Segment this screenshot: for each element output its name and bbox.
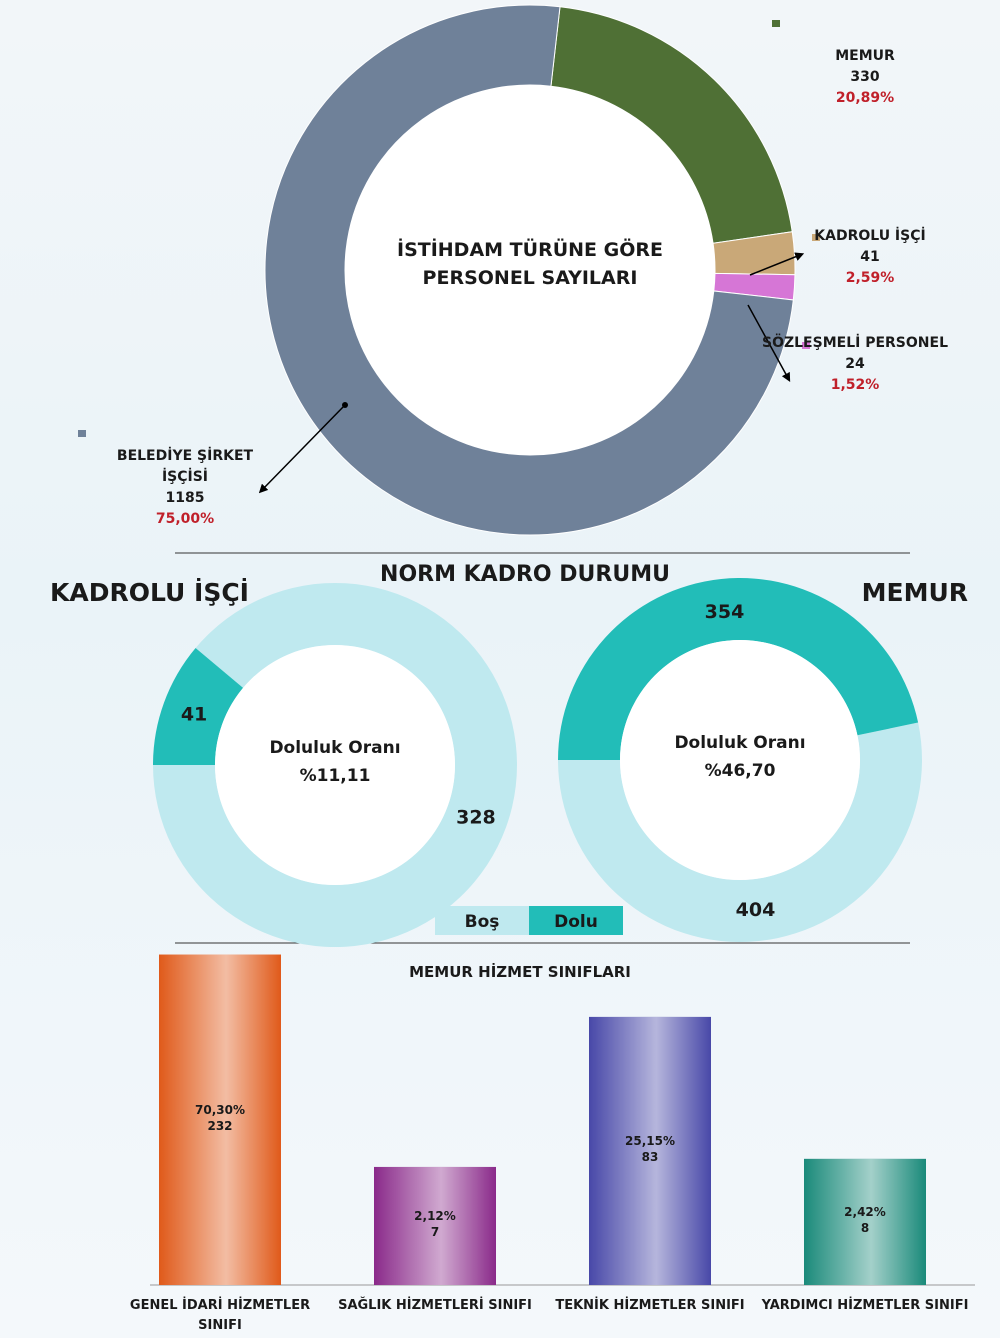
slice-value: 328 [456, 806, 496, 828]
category: BELEDİYE ŞİRKET İŞÇİSİ [116, 448, 254, 485]
percent-label: 2,12% [414, 1209, 456, 1223]
percent: 1,52% [830, 377, 880, 393]
slice-label: SÖZLEŞMELİ PERSONEL 24 1,52% [755, 333, 955, 396]
x-tick-label: YARDIMCI HİZMETLER SINIFI [761, 1298, 969, 1313]
value: 41 [860, 249, 880, 265]
slice-value: 41 [181, 704, 207, 726]
legend-swatch [802, 342, 810, 349]
x-tick-label: TEKNİK HİZMETLER SINIFI [555, 1298, 745, 1313]
percent: 20,89% [835, 90, 895, 106]
legend-swatch [78, 430, 86, 437]
leader-dot [342, 402, 348, 408]
bar-shine [374, 1166, 496, 1285]
center-label: Doluluk Oranı [269, 738, 400, 758]
leader-line [749, 252, 805, 276]
percent: 75,00% [155, 511, 215, 527]
rate-label: %11,11 [300, 766, 371, 786]
donut-slice [558, 577, 919, 760]
value-label: 7 [431, 1225, 439, 1239]
legend-label: Boş [465, 912, 500, 932]
legend-swatch [435, 906, 529, 935]
value-label: 232 [207, 1119, 232, 1133]
x-tick-label: GENEL İDARİ HİZMETLER SINIFI [129, 1298, 311, 1333]
slice-label: MEMUR 330 20,89% [765, 46, 965, 109]
section-title: NORM KADRO DURUMU [380, 562, 670, 587]
percent-label: 25,15% [625, 1134, 675, 1148]
value: 24 [845, 356, 865, 372]
donut-title: İSTİHDAM TÜRÜNE GÖRE PERSONEL SAYILARI [397, 239, 663, 289]
legend-label: Dolu [554, 912, 598, 932]
value: 330 [850, 69, 880, 85]
category: KADROLU İŞÇİ [814, 228, 926, 244]
donut-slice [153, 648, 244, 765]
slice-label: KADROLU İŞÇİ 41 2,59% [770, 226, 970, 289]
value-label: 83 [642, 1150, 659, 1164]
legend-swatch [812, 234, 820, 241]
category: SÖZLEŞMELİ PERSONEL [762, 335, 948, 351]
donut-slice [153, 582, 518, 947]
legend-swatch [529, 906, 623, 935]
percent: 2,59% [845, 270, 895, 286]
slice-label: BELEDİYE ŞİRKET İŞÇİSİ 1185 75,00% [85, 446, 285, 530]
legend-swatch [772, 20, 780, 27]
bar-shine [804, 1158, 926, 1285]
bar-shine [159, 954, 281, 1285]
donut-hole [215, 645, 455, 885]
bar-shine [589, 1016, 711, 1285]
rate-label: %46,70 [705, 761, 776, 781]
donut-hole [345, 85, 715, 455]
x-tick-label: SAĞLIK HİZMETLERİ SINIFI [338, 1298, 532, 1313]
sub-title: KADROLU İŞÇİ [50, 578, 249, 607]
donut-slice [558, 722, 922, 942]
bar-title: MEMUR HİZMET SINIFLARI [409, 963, 631, 981]
leader-line [258, 404, 346, 494]
percent-label: 70,30% [195, 1103, 245, 1117]
value: 1185 [165, 490, 205, 506]
percent-label: 2,42% [844, 1205, 886, 1219]
category: MEMUR [835, 48, 895, 64]
slice-value: 354 [705, 601, 745, 623]
center-label: Doluluk Oranı [674, 733, 805, 753]
value-label: 8 [861, 1221, 869, 1235]
slice-value: 404 [736, 899, 776, 921]
sub-title: MEMUR [861, 578, 968, 607]
donut-hole [620, 640, 860, 880]
leader-line [747, 304, 791, 382]
